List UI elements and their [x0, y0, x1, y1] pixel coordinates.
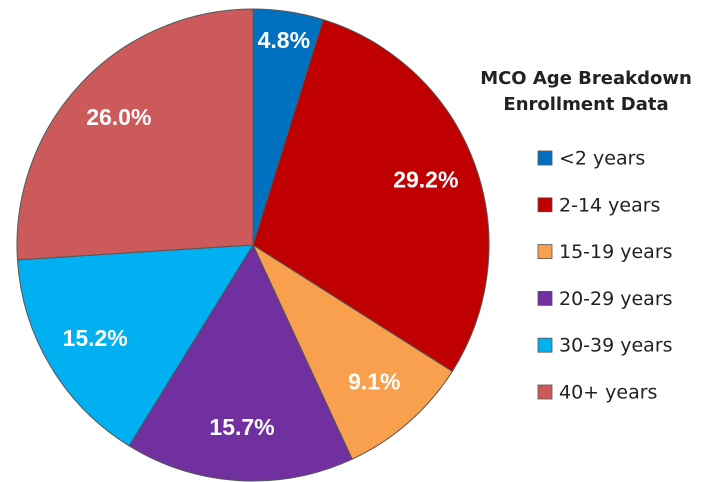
- legend-label: <2 years: [559, 148, 645, 170]
- legend-label: 15-19 years: [559, 241, 673, 263]
- slice-label: 4.8%: [258, 27, 310, 53]
- legend-label: 2-14 years: [559, 194, 660, 216]
- chart-title: MCO Age Breakdown Enrollment Data: [480, 68, 692, 115]
- slice-label: 26.0%: [86, 104, 151, 130]
- slice-label: 29.2%: [393, 167, 458, 193]
- legend-swatch: [537, 197, 553, 213]
- pie-slice: [251, 243, 453, 460]
- slice-label: 9.1%: [348, 369, 400, 395]
- slice-label: 15.2%: [63, 325, 128, 351]
- legend-swatch: [537, 384, 553, 400]
- legend-label: 40+ years: [559, 382, 657, 404]
- legend-label: 30-39 years: [559, 335, 673, 357]
- pie-slice: [252, 19, 490, 373]
- legend-swatch: [537, 337, 553, 353]
- pie-slice: [16, 244, 254, 447]
- legend-swatch: [537, 290, 553, 306]
- pie-slice: [16, 8, 254, 261]
- legend-swatch: [537, 244, 553, 260]
- pie-slice: [128, 243, 353, 482]
- legend-label: 20-29 years: [559, 288, 673, 310]
- slice-label: 15.7%: [209, 414, 274, 440]
- legend-swatch: [537, 150, 553, 166]
